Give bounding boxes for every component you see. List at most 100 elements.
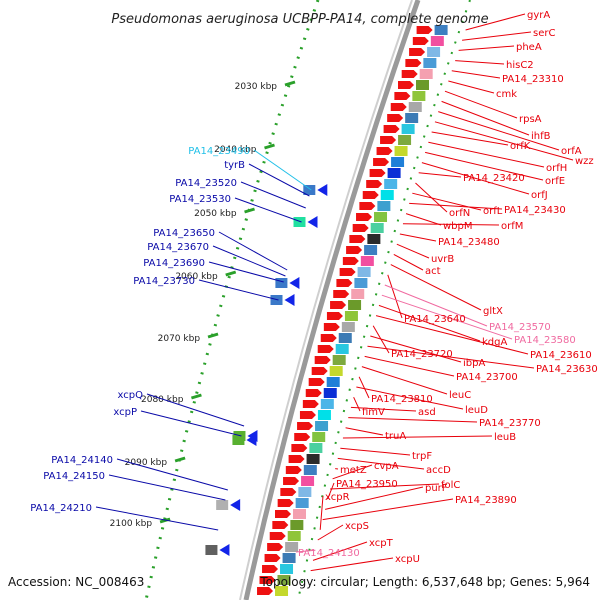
gene-label-right: orfM xyxy=(501,221,523,232)
gene-label-right: accD xyxy=(426,465,451,476)
gene-label-right: leuB xyxy=(494,432,516,443)
forward-gene-arrow xyxy=(317,345,334,353)
right-connector xyxy=(340,447,411,456)
reverse-gene-arrow xyxy=(284,294,295,306)
feature-block xyxy=(394,146,408,156)
scale-tick xyxy=(190,393,202,400)
feature-block xyxy=(398,135,412,145)
forward-gene-arrow xyxy=(405,59,422,67)
forward-gene-arrow xyxy=(257,587,274,595)
gene-label-right: asd xyxy=(418,407,436,418)
forward-gene-arrow xyxy=(320,334,337,342)
scale-tick xyxy=(174,456,186,463)
right-connector xyxy=(350,406,417,412)
scale-label: 2090 kbp xyxy=(125,458,168,468)
left-connector xyxy=(248,163,310,197)
gene-label-right: uvrB xyxy=(431,254,454,265)
right-connector xyxy=(441,100,530,136)
scale-tick xyxy=(207,332,219,339)
gene-label-right: orfK xyxy=(510,141,531,152)
right-connector xyxy=(462,31,532,41)
forward-gene-arrow xyxy=(285,466,302,474)
feature-block xyxy=(326,377,340,387)
right-connector xyxy=(409,202,503,210)
right-connector xyxy=(356,386,464,410)
feature-block xyxy=(312,432,326,442)
reverse-feature-block xyxy=(232,435,245,445)
forward-gene-arrow xyxy=(277,499,294,507)
scale-label: 2030 kbp xyxy=(235,82,278,92)
label-connectors xyxy=(95,13,574,572)
forward-gene-arrow xyxy=(359,202,376,210)
gene-label-right: pheA xyxy=(516,42,542,53)
forward-gene-arrow xyxy=(280,488,297,496)
forward-gene-arrow xyxy=(366,180,383,188)
right-connector xyxy=(465,13,526,31)
gene-label-right: cvpA xyxy=(374,461,399,472)
feature-block xyxy=(315,421,329,431)
forward-gene-arrow xyxy=(362,191,379,199)
forward-gene-arrow xyxy=(412,37,429,45)
reverse-gene-arrow xyxy=(230,499,241,511)
gene-label-right: PA14_23770 xyxy=(479,418,541,429)
forward-gene-arrow xyxy=(376,147,393,155)
forward-gene-arrow xyxy=(305,389,322,397)
forward-gene-arrow xyxy=(401,70,418,78)
right-connector xyxy=(295,549,316,553)
forward-gene-arrow xyxy=(333,290,350,298)
gene-label-right: PA14_23480 xyxy=(438,237,500,248)
forward-gene-arrow xyxy=(302,400,319,408)
gene-label-right: ibpA xyxy=(463,358,485,369)
gene-label-right: PA14_23700 xyxy=(456,372,518,383)
feature-block xyxy=(412,91,426,101)
left-connector xyxy=(95,506,219,531)
gene-label-right: orfJ xyxy=(531,190,548,201)
forward-gene-arrow xyxy=(259,576,276,584)
feature-block xyxy=(367,234,381,244)
feature-block xyxy=(292,509,306,519)
feature-block xyxy=(298,487,312,497)
right-connector xyxy=(358,376,370,399)
forward-gene-arrow xyxy=(272,521,289,529)
forward-gene-arrow xyxy=(294,433,311,441)
scale-tick xyxy=(244,207,255,214)
forward-gene-arrow xyxy=(299,411,316,419)
reverse-gene-arrow xyxy=(289,277,300,289)
feature-block xyxy=(434,25,448,35)
feature-block xyxy=(387,168,401,178)
scale-label: 2040 kbp xyxy=(214,145,257,155)
right-connector xyxy=(431,131,509,146)
gene-label-right: orfN xyxy=(449,208,470,219)
left-connector xyxy=(240,181,306,209)
feature-block xyxy=(320,399,334,409)
gene-label-right: PA14_23810 xyxy=(371,394,433,405)
feature-block xyxy=(275,586,289,596)
right-connector xyxy=(375,315,529,355)
forward-gene-arrow xyxy=(269,532,286,540)
reverse-gene-arrow xyxy=(307,216,318,228)
right-connector xyxy=(332,464,373,480)
feature-block xyxy=(401,124,415,134)
gene-label-right: truA xyxy=(385,431,406,442)
right-connector xyxy=(451,70,501,79)
forward-gene-arrow xyxy=(398,81,415,89)
feature-block xyxy=(329,366,343,376)
feature-block xyxy=(430,36,444,46)
right-connector xyxy=(458,45,515,51)
gene-label-left: PA14_23690 xyxy=(143,258,205,269)
gene-label-left: PA14_24150 xyxy=(43,471,105,482)
right-connector xyxy=(381,294,513,340)
gene-label-right: trpF xyxy=(412,451,432,462)
forward-gene-arrow xyxy=(380,136,397,144)
feature-block xyxy=(416,80,430,90)
left-connector xyxy=(146,393,245,427)
right-connector xyxy=(455,60,505,65)
gene-label-right: PA14_23420 xyxy=(463,173,525,184)
map-tracks: 2030 kbp 2040 kbp 2050 kbp 2060 kbp 2070 kbp… xyxy=(110,0,471,600)
gene-label-right: PA14_23720 xyxy=(391,349,453,360)
gene-label-left: PA14_23670 xyxy=(147,242,209,253)
gene-label-right: leuC xyxy=(449,390,471,401)
forward-gene-arrow xyxy=(409,48,426,56)
feature-block xyxy=(391,157,405,167)
scale-label: 2100 kbp xyxy=(110,519,153,529)
